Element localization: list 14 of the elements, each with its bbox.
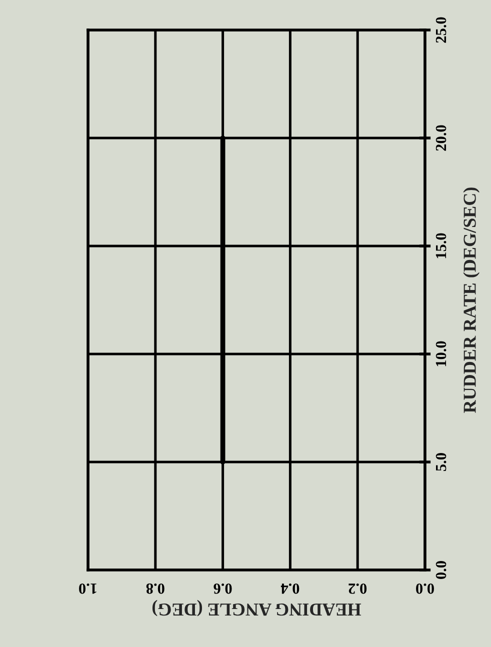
x-tick-label: 0.6 [214, 583, 232, 594]
y-tick-label: 20.0 [436, 125, 446, 151]
x-tick-label: 0.8 [146, 583, 164, 594]
x-tick-label: 0.0 [416, 583, 434, 594]
y-tick-label: 25.0 [436, 17, 446, 43]
y-tick-label: 10.0 [436, 341, 446, 366]
y-tick-label: 5.0 [436, 453, 446, 471]
y-tick-label: 15.0 [436, 233, 446, 258]
x-tick-label: 1.0 [79, 583, 96, 594]
y-axis-title: RUDDER RATE (DEG/SEC) [463, 188, 480, 413]
y-tick-label: 0.0 [436, 561, 446, 579]
x-axis-title: HEADING ANGLE (DEG) [152, 600, 362, 616]
x-tick-label: 0.4 [280, 583, 300, 594]
x-tick-label: 0.2 [348, 583, 367, 594]
